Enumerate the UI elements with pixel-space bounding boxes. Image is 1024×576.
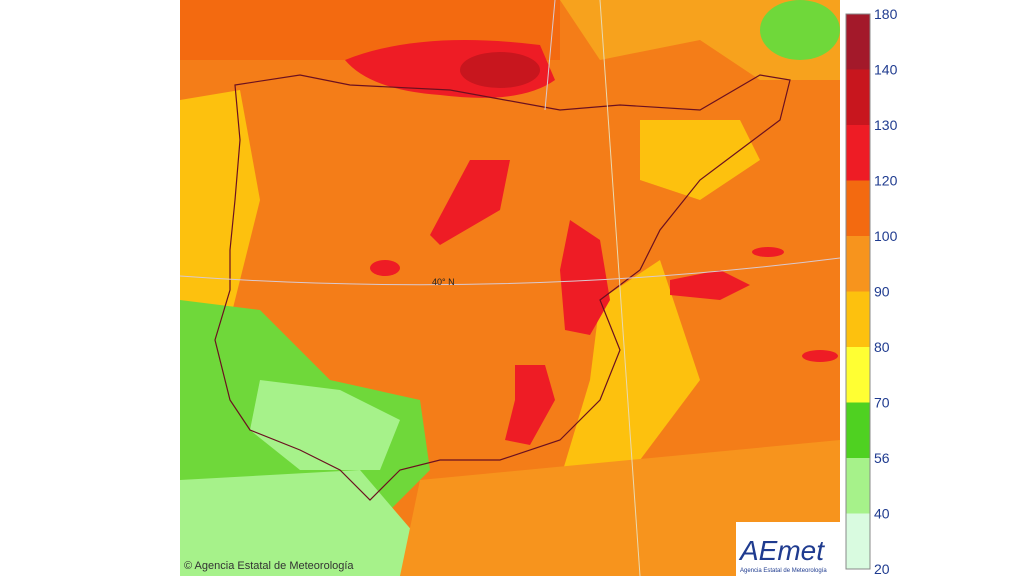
legend-swatch — [846, 69, 870, 126]
legend-swatch — [846, 180, 870, 237]
legend-label: 130 — [874, 117, 898, 133]
legend-label: 70 — [874, 395, 890, 411]
legend-label: 100 — [874, 228, 898, 244]
latitude-label: 40° N — [432, 277, 455, 287]
legend: 180 140 130 120 100 90 80 70 56 40 20 — [845, 6, 898, 576]
legend-frame — [845, 13, 871, 570]
copyright: © Agencia Estatal de Meteorología — [184, 560, 354, 572]
logo-name: AEmet — [738, 535, 825, 566]
legend-label: 90 — [874, 284, 890, 300]
map: 40° N — [180, 0, 840, 576]
legend-label: 140 — [874, 62, 898, 78]
logo-box — [736, 522, 840, 576]
legend-swatch — [846, 513, 870, 570]
logo-subtitle: Agencia Estatal de Meteorología — [740, 568, 827, 574]
legend-swatch — [846, 402, 870, 459]
legend-swatch — [846, 14, 870, 70]
legend-label: 80 — [874, 339, 890, 355]
legend-label: 56 — [874, 450, 890, 466]
legend-label: 40 — [874, 506, 890, 522]
legend-swatch — [846, 347, 870, 403]
legend-swatch — [846, 458, 870, 514]
legend-swatch — [846, 236, 870, 292]
legend-swatch — [846, 291, 870, 348]
legend-swatch — [846, 125, 870, 181]
legend-label: 120 — [874, 173, 898, 189]
legend-label: 180 — [874, 6, 898, 22]
legend-label: 20 — [874, 561, 890, 576]
